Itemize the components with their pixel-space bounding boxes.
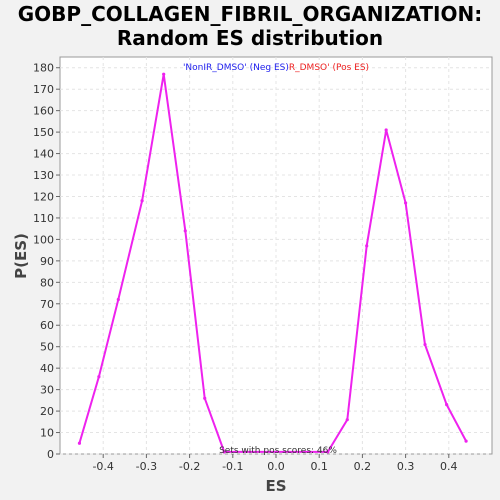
- pos-scores-annotation: Sets with pos scores: 46%: [219, 446, 337, 456]
- y-tick-label: 20: [40, 405, 54, 418]
- y-tick-label: 150: [33, 126, 54, 139]
- legend-entry-neg: 'NonIR_DMSO' (Neg ES): [183, 63, 289, 73]
- legend-entry-pos: R_DMSO' (Pos ES): [289, 63, 369, 73]
- y-tick-label: 170: [33, 83, 54, 96]
- data-point: [445, 403, 449, 407]
- x-tick-label: 0.0: [267, 460, 285, 473]
- y-tick-label: 100: [33, 233, 54, 246]
- y-tick-label: 140: [33, 148, 54, 161]
- data-point: [345, 418, 349, 422]
- y-tick-label: 180: [33, 62, 54, 75]
- y-tick-label: 70: [40, 298, 54, 311]
- x-tick-label: -0.3: [136, 460, 157, 473]
- x-axis-label: ES: [265, 477, 286, 495]
- data-point: [326, 450, 330, 454]
- x-tick-label: 0.2: [354, 460, 372, 473]
- y-tick-label: 90: [40, 255, 54, 268]
- y-tick-label: 60: [40, 319, 54, 332]
- y-tick-label: 110: [33, 212, 54, 225]
- y-axis-label: P(ES): [12, 233, 30, 279]
- y-tick-label: 30: [40, 384, 54, 397]
- chart-title-line-2: Random ES distribution: [116, 26, 384, 50]
- y-tick-label: 120: [33, 190, 54, 203]
- legend-text: 'NonIR_DMSO' (Neg ES)R_DMSO' (Pos ES): [183, 63, 369, 73]
- data-point: [423, 342, 427, 347]
- x-tick-label: 0.4: [440, 460, 458, 473]
- y-tick-label: 160: [33, 105, 54, 118]
- data-point: [222, 450, 226, 454]
- y-tick-label: 40: [40, 362, 54, 375]
- data-point: [365, 244, 369, 248]
- grid-layer: [60, 57, 492, 455]
- y-tick-label: 130: [33, 169, 54, 182]
- y-tick-label: 50: [40, 341, 54, 354]
- data-point: [404, 201, 408, 205]
- chart-title-line-1: GOBP_COLLAGEN_FIBRIL_ORGANIZATION:: [17, 2, 483, 26]
- data-point: [384, 128, 388, 132]
- axis-layer: -0.4 -0.3 -0.2 -0.1 0.0 0.1 0.2 0.3 0.4 0 10 20 30 40…: [33, 62, 458, 473]
- x-tick-label: -0.1: [222, 460, 243, 473]
- x-tick-label: -0.2: [179, 460, 200, 473]
- label-layer: ES P(ES) 'NonIR_DMSO' (Neg ES)R_DMSO' (P…: [12, 63, 369, 495]
- chart-title: GOBP_COLLAGEN_FIBRIL_ORGANIZATION: Rando…: [0, 2, 500, 50]
- y-tick-label: 10: [40, 427, 54, 440]
- x-tick-label: -0.4: [92, 460, 113, 473]
- data-point: [183, 229, 187, 233]
- data-point: [162, 72, 166, 76]
- y-tick-label: 0: [47, 448, 54, 461]
- data-point: [203, 396, 207, 400]
- data-point: [77, 441, 82, 445]
- data-point: [97, 375, 101, 379]
- x-tick-label: 0.3: [397, 460, 415, 473]
- x-tick-label: 0.1: [310, 460, 328, 473]
- series-line-0: [78, 74, 467, 453]
- data-point: [116, 297, 120, 302]
- data-point: [464, 439, 468, 443]
- series-layer: [77, 72, 468, 454]
- y-tick-label: 80: [40, 276, 54, 289]
- data-point: [140, 199, 144, 203]
